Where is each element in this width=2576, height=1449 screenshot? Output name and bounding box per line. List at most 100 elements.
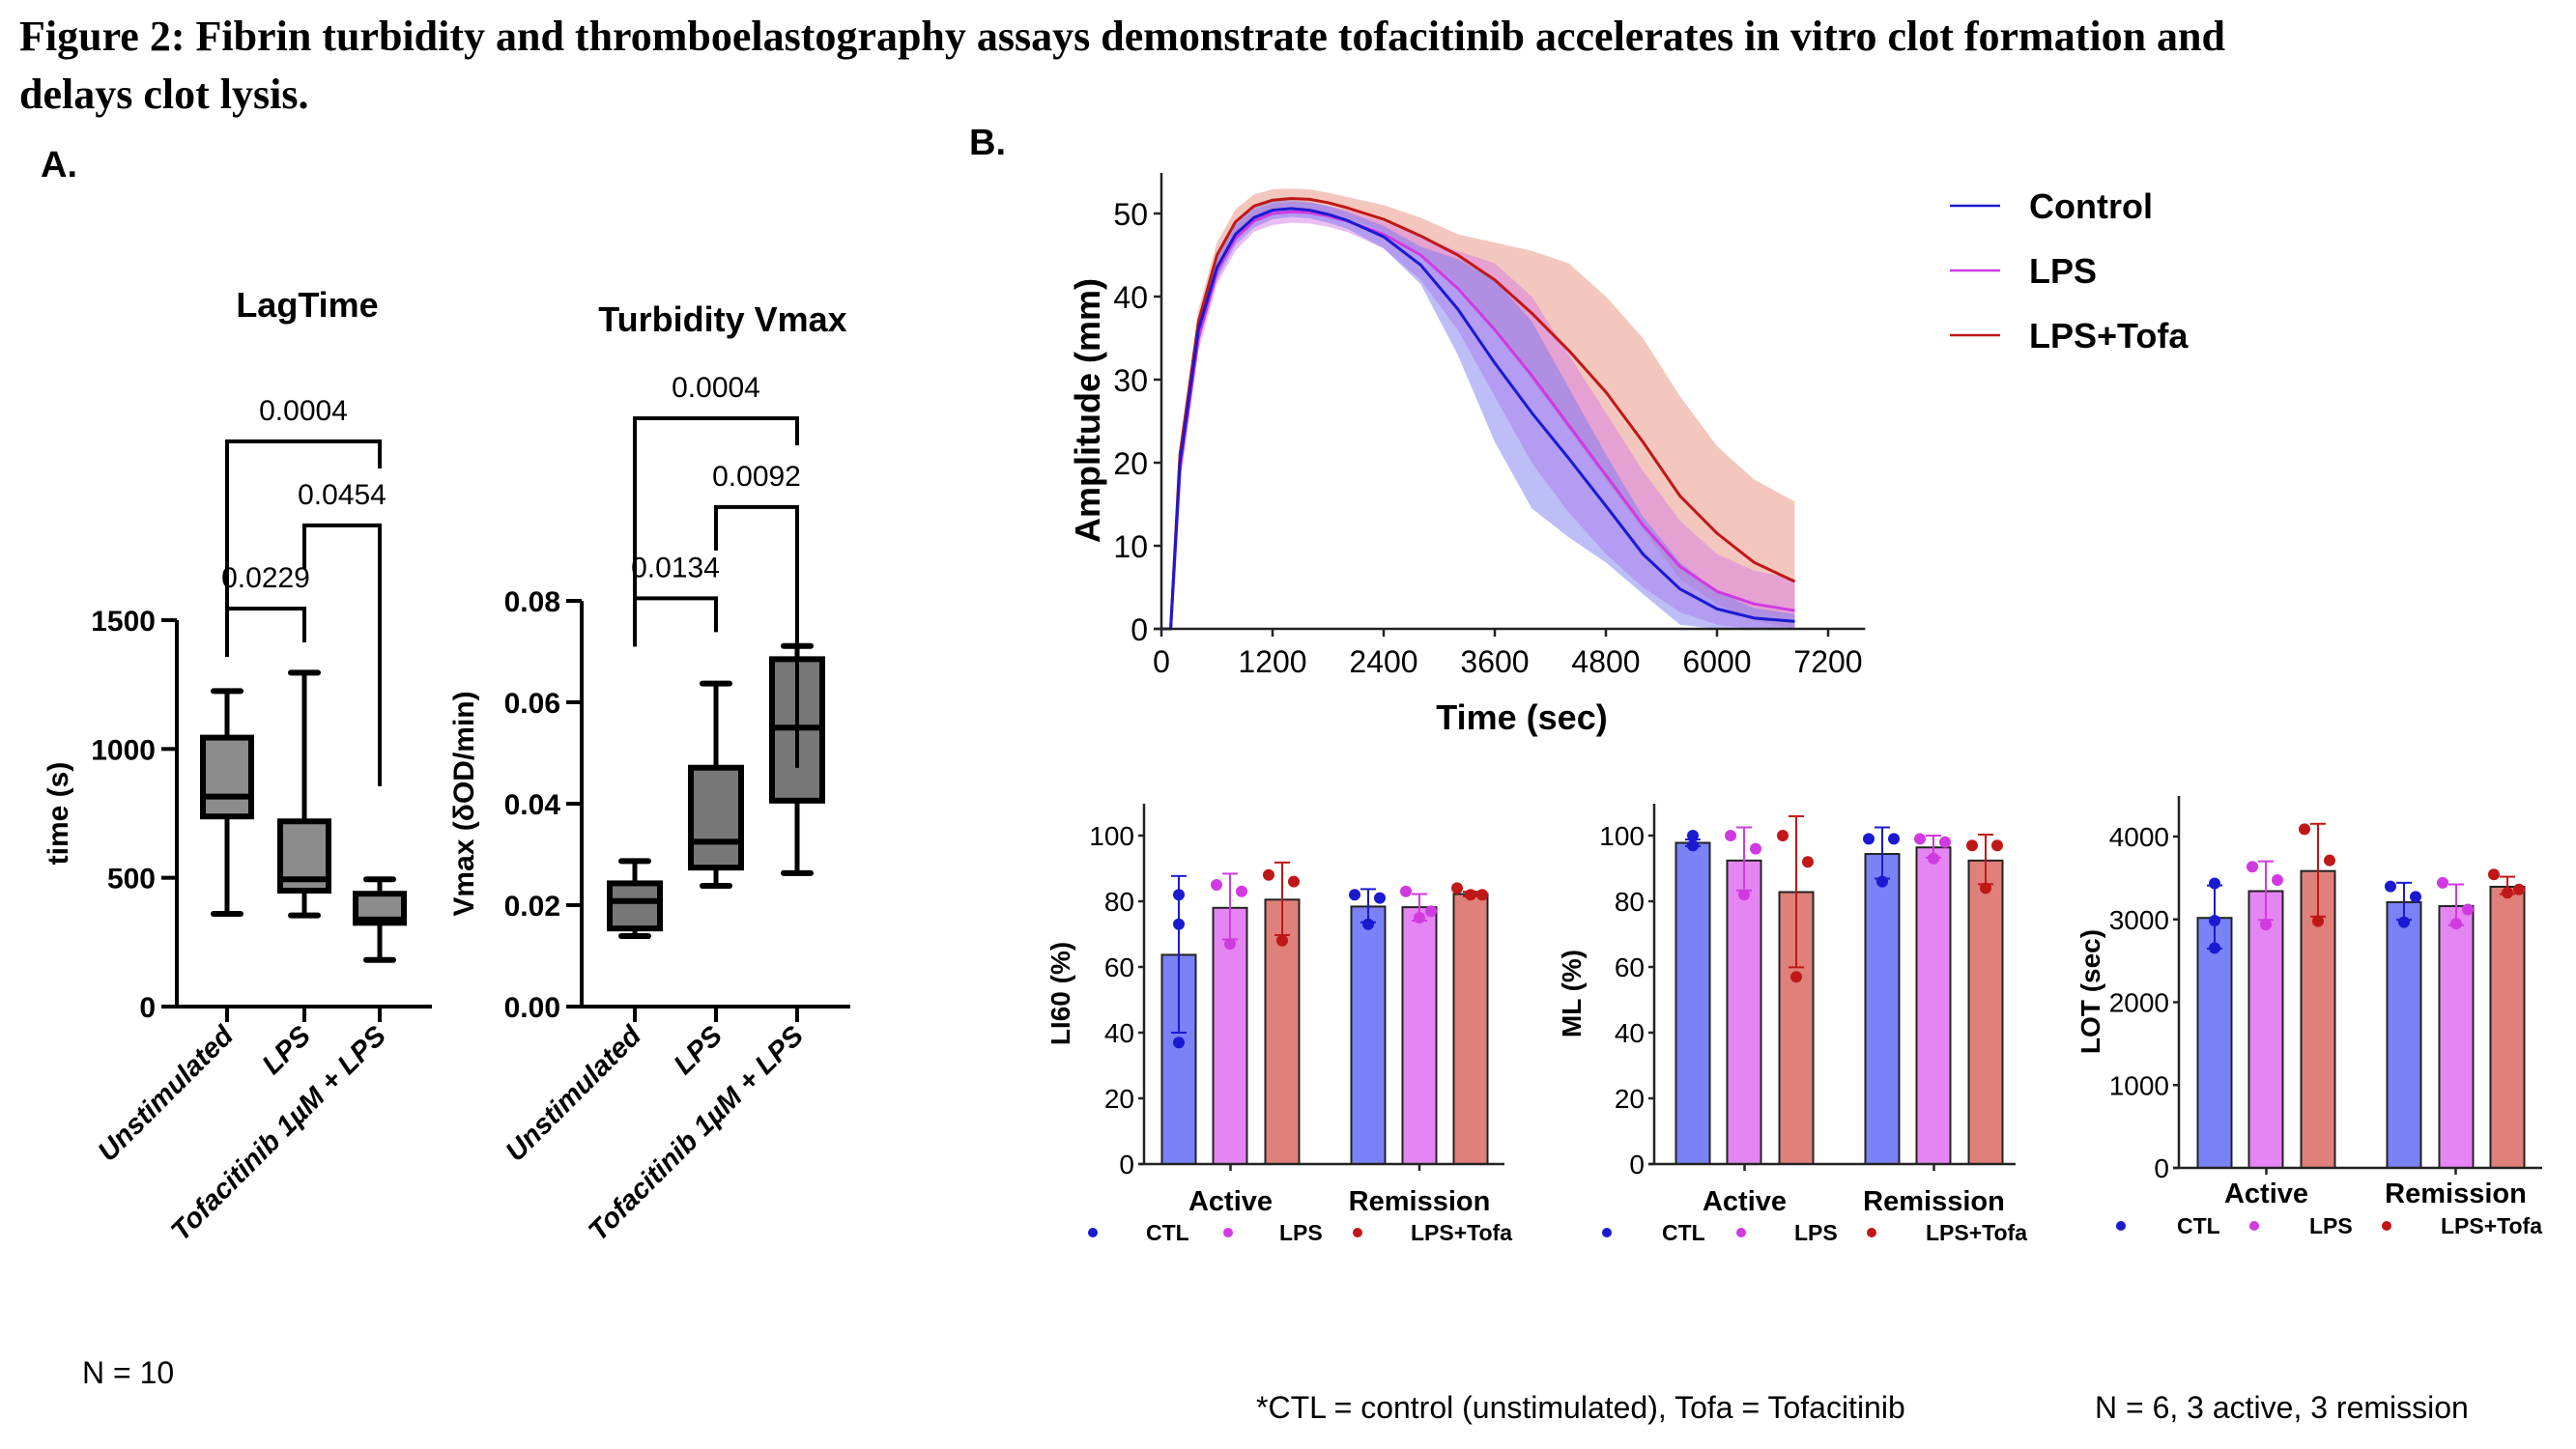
data-point [2385, 880, 2396, 893]
y-tick-label: 100 [1089, 821, 1134, 851]
data-point [1777, 830, 1789, 841]
figure-title-line1: Figure 2: Fibrin turbidity and thromboel… [19, 13, 2225, 60]
data-point [1725, 830, 1736, 841]
ml-bar-chart: 0 20 40 60 80 100 ML (%) Active Remission CTL LPS L… [1557, 804, 2027, 1245]
x-tick-label: 6000 [1682, 644, 1751, 679]
data-point [2410, 891, 2421, 903]
data-point [1750, 842, 1761, 855]
legend-label: CTL [1146, 1220, 1189, 1245]
legend-marker [1353, 1228, 1362, 1237]
y-tick-label: 0 [1629, 1150, 1645, 1179]
bracket-line [302, 523, 382, 786]
bar [1401, 906, 1438, 1165]
box-1 [277, 669, 331, 919]
data-point [1914, 833, 1926, 845]
data-point [2398, 916, 2410, 928]
data-point [1687, 839, 1699, 852]
data-point [1738, 889, 1750, 901]
y-tick-label: 3000 [2109, 905, 2169, 935]
data-point [1211, 879, 1222, 891]
bar [1967, 859, 2004, 1166]
legend-marker [2116, 1221, 2126, 1231]
x-tick-label: 4800 [1571, 644, 1640, 679]
data-point [2260, 919, 2272, 931]
y-tick-label: 20 [1113, 446, 1148, 481]
amplitude-line-chart: 0 10 20 30 40 50 0 1200 2400 3600 4800 6000 7200 Time… [1068, 173, 2189, 737]
y-tick-label: 10 [1113, 529, 1148, 564]
data-point [1276, 934, 1288, 947]
panel-a-sample-size: N = 10 [82, 1355, 174, 1390]
box-0 [607, 858, 663, 940]
legend-label: LPS+Tofa [2441, 1213, 2542, 1238]
legend-item: LPS [2249, 1213, 2353, 1238]
data-point [1991, 839, 2003, 852]
y-tick-label: 60 [1615, 952, 1645, 982]
data-point [2299, 823, 2310, 836]
legend-label: CTL [2177, 1213, 2220, 1238]
box-iqr [200, 734, 254, 820]
data-point [1790, 971, 1802, 983]
vmax-boxplot: Turbidity Vmax 0.00 0.02 0.04 0.06 0.08 Vmax (… [448, 299, 850, 1247]
y-tick-label: 40 [1615, 1018, 1645, 1048]
legend-label: LPS [1794, 1220, 1838, 1245]
p-value-label: 0.0004 [672, 372, 760, 404]
p-value-label: 0.0004 [259, 395, 348, 427]
bar [2438, 905, 2475, 1170]
y-axis-label: LOT (sec) [2075, 929, 2105, 1054]
data-point [1876, 875, 1888, 888]
data-point [2502, 887, 2513, 899]
legend: CTL LPS LPS+Tofa [1088, 1220, 1512, 1245]
panel-a-label: A. [41, 145, 77, 185]
data-point [2488, 868, 2500, 881]
group-label: Active [2224, 1179, 2308, 1209]
y-tick-label: 60 [1104, 952, 1134, 982]
bar-group-active-lps [2247, 860, 2284, 1170]
x-tick-label: 0 [1153, 644, 1170, 679]
data-point [1173, 889, 1185, 901]
group-label: Remission [2385, 1179, 2527, 1209]
data-point [1465, 889, 1476, 901]
legend-marker [1736, 1228, 1746, 1237]
legend-item: CTL [2116, 1213, 2220, 1238]
y-tick-label: 0.04 [504, 789, 561, 821]
legend-label: Control [2029, 186, 2153, 226]
legend-item: LPS+Tofa [1353, 1220, 1512, 1245]
data-point [1374, 892, 1386, 904]
legend-marker [1088, 1228, 1098, 1237]
y-tick-label: 1000 [91, 734, 156, 766]
y-tick-label: 50 [1113, 197, 1148, 232]
significance-bracket: 0.0229 [221, 562, 310, 657]
y-tick-label: 80 [1104, 887, 1134, 917]
significance-bracket: 0.0004 [225, 395, 382, 644]
y-tick-label: 0 [139, 992, 156, 1024]
data-point [2513, 883, 2525, 895]
legend-label: LPS [2309, 1213, 2353, 1238]
y-axis-label: Vmax (δOD/min) [448, 691, 480, 916]
data-point [1928, 852, 1939, 865]
x-tick-label: Unstimulated [500, 1019, 647, 1167]
data-point [2272, 874, 2283, 887]
chart-title: Turbidity Vmax [598, 299, 846, 339]
data-point [1414, 912, 1425, 923]
data-point [1966, 839, 1978, 852]
data-point [2437, 876, 2448, 889]
legend-marker [2382, 1221, 2391, 1231]
panel-b-sample-size: N = 6, 3 active, 3 remission [2095, 1390, 2469, 1425]
legend-marker [1867, 1228, 1876, 1237]
data-point [1939, 836, 1951, 848]
bar [2247, 890, 2284, 1170]
bar-group-remission-lps-tofa [1451, 882, 1489, 1166]
bracket-line [225, 439, 382, 644]
legend-item: Control [1950, 186, 2153, 226]
significance-bracket: 0.0134 [631, 552, 720, 647]
legend-item: LPS [1950, 251, 2097, 291]
chart-title: LagTime [236, 285, 378, 325]
bar-group-remission-ctl [1863, 826, 1901, 1165]
y-axis-label: time (s) [43, 762, 74, 866]
y-tick-label: 0.00 [504, 992, 560, 1024]
bar-group-active-lps-tofa [2299, 822, 2336, 1169]
x-tick-label: LPS [256, 1020, 317, 1081]
y-tick-label: 0 [1131, 612, 1148, 647]
bar-group-remission-lps [1400, 885, 1438, 1165]
data-point [2450, 918, 2462, 930]
